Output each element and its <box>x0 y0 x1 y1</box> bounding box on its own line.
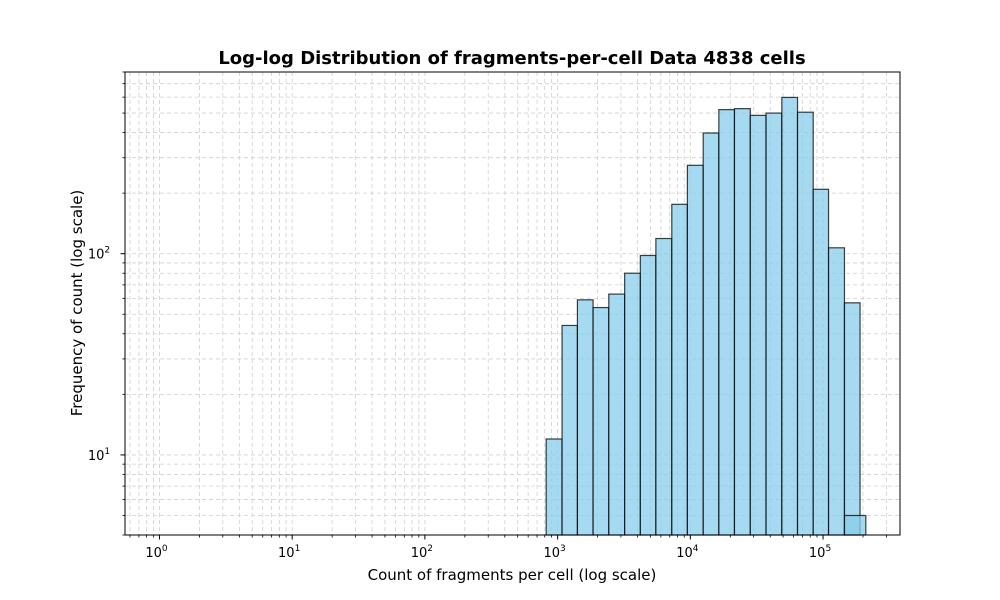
histogram-bar <box>608 293 626 536</box>
x-tick-exponent: 2 <box>427 544 433 554</box>
x-tick-base: 10 <box>809 546 826 561</box>
y-tick-base: 10 <box>88 248 105 263</box>
histogram-bar <box>576 299 594 536</box>
histogram-bar <box>545 438 563 536</box>
x-tick-base: 10 <box>278 546 295 561</box>
histogram-bar <box>749 114 767 536</box>
histogram-bar <box>671 203 688 536</box>
histogram-bar <box>639 254 657 536</box>
x-tick-label: 105 <box>809 544 831 561</box>
histogram-bar <box>781 96 799 536</box>
x-tick-label: 103 <box>543 544 565 561</box>
histogram-bar <box>843 302 861 536</box>
x-axis-label: Count of fragments per cell (log scale) <box>368 566 657 584</box>
histogram-bar <box>655 237 673 536</box>
y-tick-base: 10 <box>88 449 105 464</box>
x-tick-exponent: 3 <box>560 544 566 554</box>
histogram-bar <box>686 164 704 536</box>
y-axis-label: Frequency of count (log scale) <box>68 190 86 417</box>
x-tick-exponent: 1 <box>295 544 301 554</box>
histogram-bar <box>843 514 867 536</box>
x-tick-base: 10 <box>543 546 560 561</box>
x-tick-base: 10 <box>676 546 693 561</box>
chart-title: Log-log Distribution of fragments-per-ce… <box>218 48 805 69</box>
histogram-bar <box>624 272 641 536</box>
histogram-bar <box>796 111 814 536</box>
histogram-bar <box>702 132 720 536</box>
x-tick-exponent: 0 <box>162 544 168 554</box>
histogram-bar <box>827 247 846 536</box>
x-tick-base: 10 <box>145 546 162 561</box>
x-tick-exponent: 4 <box>693 544 699 554</box>
x-tick-label: 102 <box>411 544 433 561</box>
histogram-bar <box>733 108 751 536</box>
histogram-bar <box>592 306 610 536</box>
histogram-bars <box>545 96 867 536</box>
x-tick-exponent: 5 <box>825 544 831 554</box>
y-tick-label: 102 <box>88 246 110 263</box>
histogram-bar <box>765 112 783 536</box>
x-tick-base: 10 <box>411 546 428 561</box>
histogram-bar <box>718 109 736 536</box>
plot-frame <box>124 71 901 536</box>
y-tick-exponent: 1 <box>104 447 110 457</box>
histogram-bar <box>561 324 579 536</box>
y-tick-exponent: 2 <box>104 246 110 256</box>
histogram-bar <box>812 188 830 536</box>
x-tick-label: 104 <box>676 544 699 561</box>
x-tick-label: 101 <box>278 544 300 561</box>
x-tick-label: 100 <box>145 544 168 561</box>
y-tick-label: 101 <box>88 447 110 464</box>
